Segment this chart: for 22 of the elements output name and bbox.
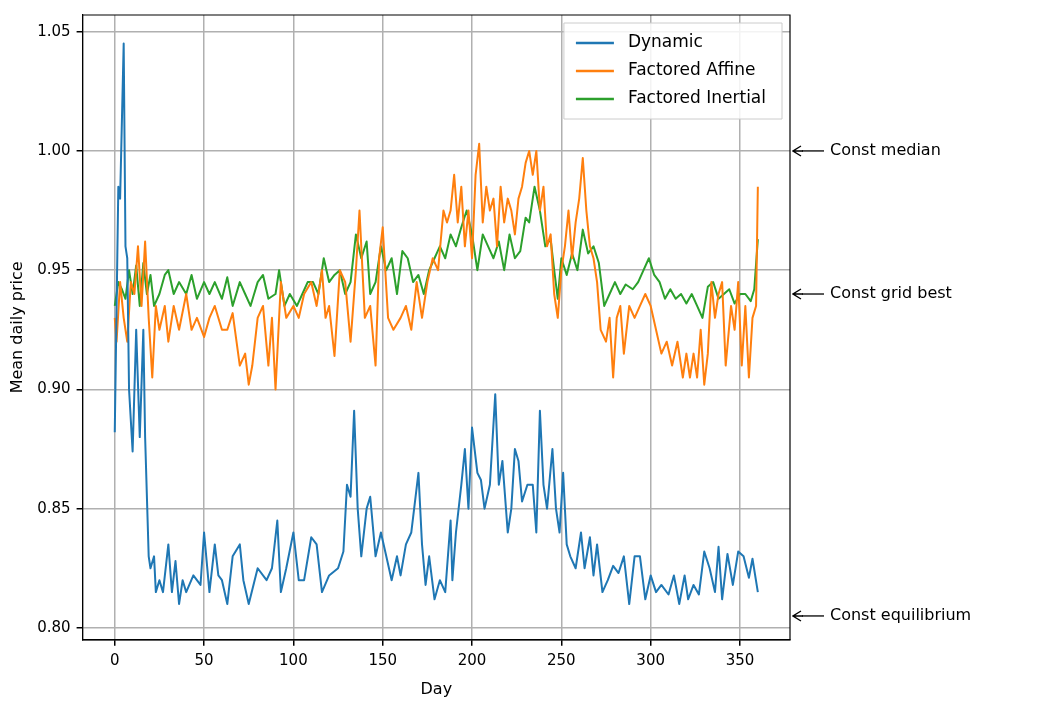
ref-line-label: Const equilibrium (830, 605, 972, 625)
legend-label: Factored Inertial (627, 87, 767, 108)
y-tick-label: 0.85 (37, 498, 71, 517)
x-tick-label: 250 (547, 650, 576, 669)
legend-label: Dynamic (627, 31, 703, 52)
ref-line-label: Const median (830, 140, 941, 160)
x-tick-label: 200 (457, 650, 487, 669)
y-axis-title: Mean daily price (6, 261, 26, 394)
x-tick-label: 0 (109, 650, 120, 669)
x-tick-label: 100 (279, 650, 308, 669)
y-tick-label: 0.80 (37, 617, 71, 636)
x-tick-label: 350 (725, 650, 755, 669)
y-tick-label: 1.00 (37, 140, 71, 159)
y-tick-label: 1.05 (37, 21, 71, 40)
x-tick-label: 300 (636, 650, 665, 669)
x-tick-label: 50 (194, 650, 214, 669)
legend-label: Factored Affine (627, 59, 756, 80)
y-tick-label: 0.90 (37, 379, 71, 398)
x-axis-title: Day (420, 678, 453, 698)
x-tick-label: 150 (368, 650, 398, 669)
y-tick-label: 0.95 (37, 260, 71, 279)
ref-line-label: Const grid best (830, 283, 952, 303)
